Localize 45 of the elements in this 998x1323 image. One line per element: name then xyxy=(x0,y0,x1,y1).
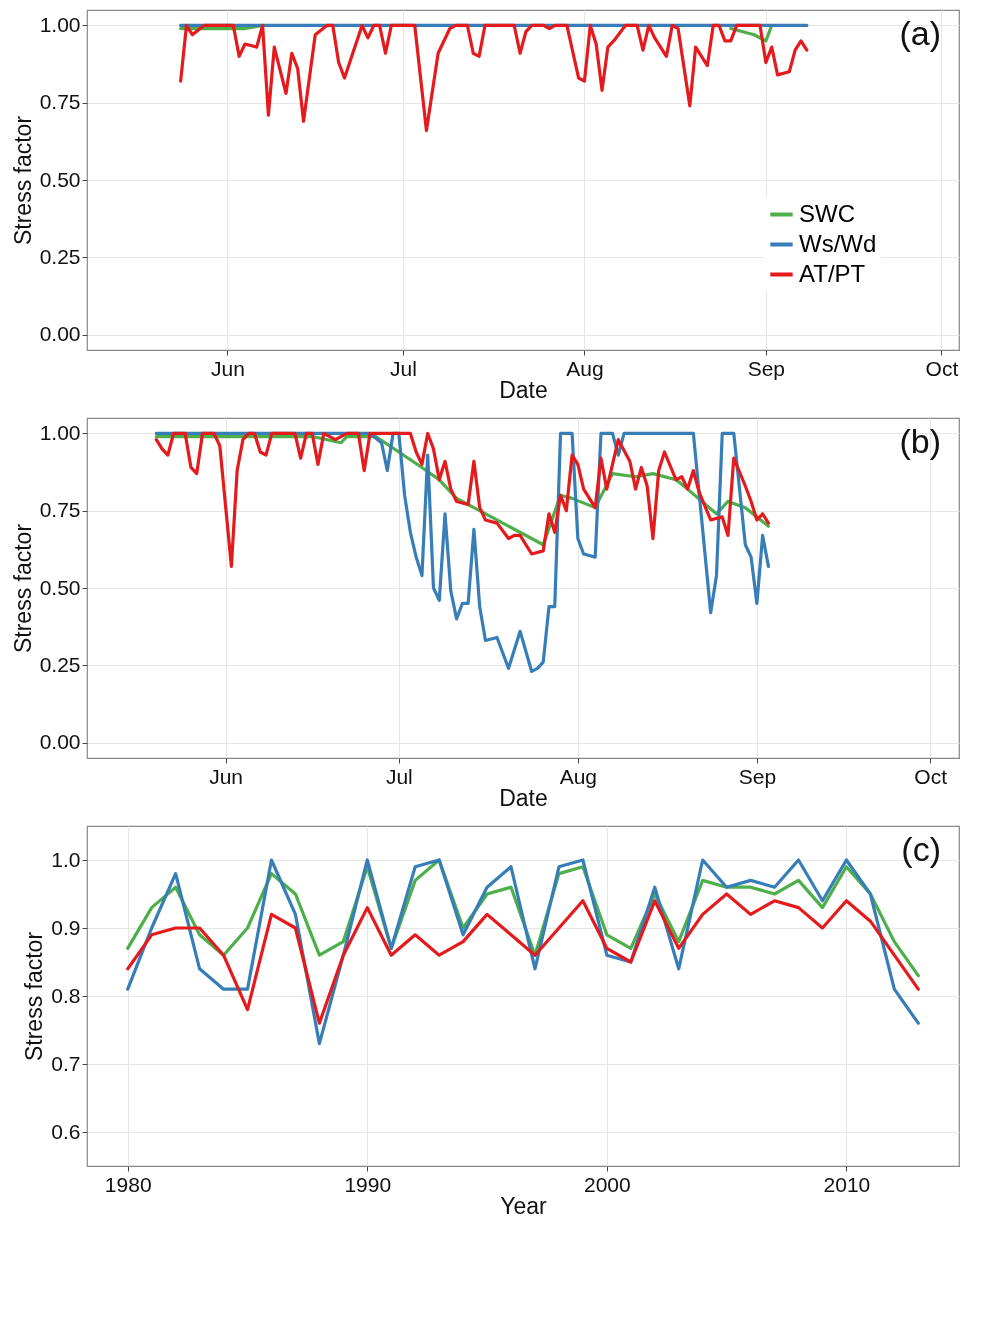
y-tick-label: 0.00 xyxy=(39,322,81,346)
x-tick-label: Aug xyxy=(566,356,604,380)
legend-label: AT/PT xyxy=(799,259,866,287)
x-tick-label: Jul xyxy=(390,356,417,380)
annotation: (b) xyxy=(899,422,941,460)
x-tick-label: Jun xyxy=(211,356,245,380)
y-tick-label: 0.8 xyxy=(51,983,81,1007)
y-axis-title: Stress factor xyxy=(9,523,36,654)
x-tick-label: 2010 xyxy=(823,1172,871,1196)
y-tick-label: 0.9 xyxy=(51,915,81,939)
y-tick-label: 0.75 xyxy=(39,90,81,114)
x-axis-title: Date xyxy=(499,784,548,811)
x-tick-label: Jun xyxy=(209,764,244,788)
y-tick-label: 0.25 xyxy=(39,244,81,268)
annotation: (a) xyxy=(899,14,941,52)
x-tick-label: 1990 xyxy=(344,1172,392,1196)
x-tick-label: 2000 xyxy=(583,1172,631,1196)
y-tick-label: 0.50 xyxy=(39,575,81,599)
y-axis-title: Stress factor xyxy=(9,115,36,246)
y-tick-label: 0.50 xyxy=(39,167,81,191)
y-axis-title: Stress factor xyxy=(21,931,48,1062)
legend-label: SWC xyxy=(799,199,855,227)
y-tick-label: 0.75 xyxy=(39,498,81,522)
y-tick-label: 1.00 xyxy=(39,12,81,36)
line-series xyxy=(154,431,771,674)
x-tick-label: Aug xyxy=(559,764,598,788)
x-tick-label: Jul xyxy=(385,764,413,788)
x-axis-title: Year xyxy=(500,1192,548,1219)
x-tick-label: Sep xyxy=(747,356,786,380)
line-series xyxy=(154,431,771,568)
legend-label: Ws/Wd xyxy=(799,229,877,257)
y-tick-label: 1.0 xyxy=(51,847,81,871)
x-tick-label: Oct xyxy=(925,356,959,380)
line-series xyxy=(126,892,920,1025)
x-axis-title: Date xyxy=(499,376,548,403)
y-tick-label: 0.25 xyxy=(39,652,81,676)
line-series xyxy=(179,23,809,133)
annotation: (c) xyxy=(901,830,941,868)
y-tick-label: 0.6 xyxy=(51,1119,81,1143)
y-tick-label: 0.00 xyxy=(39,730,81,754)
x-tick-label: 1980 xyxy=(104,1172,152,1196)
y-tick-label: 1.00 xyxy=(39,420,81,444)
y-tick-label: 0.7 xyxy=(51,1051,81,1075)
x-tick-label: Oct xyxy=(914,764,948,788)
x-tick-label: Sep xyxy=(738,764,777,788)
